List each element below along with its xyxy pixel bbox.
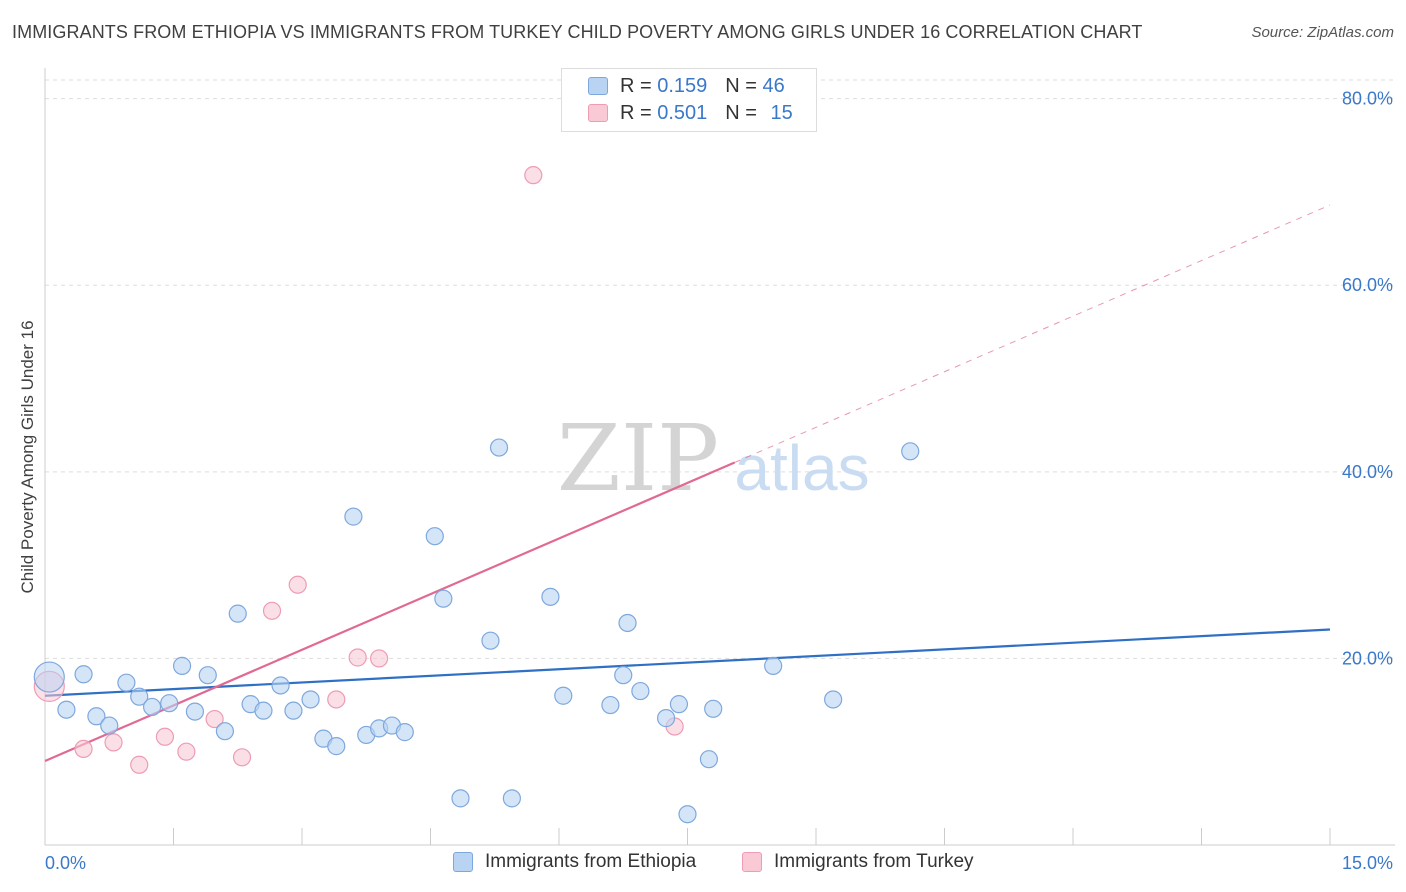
ethiopia-point [284,701,303,720]
data-points [33,166,920,824]
turkey-trend-extension [734,204,1331,463]
ethiopia-point [33,661,65,693]
legend-swatch-ethiopia [588,77,608,95]
turkey-point [262,601,282,620]
legend-n-ethiopia: 46 [762,74,785,97]
legend-r-ethiopia: 0.159 [657,74,708,97]
bottom-legend-ethiopia: Immigrants from Ethiopia [453,851,696,873]
ethiopia-point [327,737,346,756]
turkey-point [370,649,389,668]
legend-n-turkey: 15 [770,101,793,124]
watermark-atlas: atlas [734,432,869,504]
ethiopia-point [699,750,719,769]
legend-r-label: R = [620,74,652,97]
ethiopia-point [901,442,920,461]
watermark-zip: ZIP [557,405,719,512]
ethiopia-point [669,695,689,714]
turkey-point [327,690,346,709]
turkey-point [177,742,196,761]
ethiopia-point [678,805,697,824]
ethiopia-point [489,438,509,457]
stats-legend: R = 0.159 N = 46 R = 0.501 N = 15 [561,68,817,132]
bottom-legend-swatch-turkey [742,852,762,872]
y-tick-label: 40.0% [1342,462,1393,482]
axes [44,68,1395,846]
turkey-point [104,733,123,752]
trend-lines [44,204,1331,763]
turkey-point [155,727,175,746]
ethiopia-point [601,695,620,715]
legend-row-ethiopia: R = 0.159 N = 46 [588,73,785,99]
ethiopia-point [301,690,320,709]
ethiopia-point [57,700,76,719]
turkey-point [524,166,543,185]
ethiopia-point [117,673,136,692]
ethiopia-trend-line [44,628,1331,697]
ethiopia-point [554,686,573,705]
ethiopia-point [228,604,247,623]
ethiopia-point [618,613,637,633]
x-tick-label-min: 0.0% [45,853,86,873]
y-tick-label: 80.0% [1342,89,1393,109]
ethiopia-point [451,789,470,808]
ethiopia-point [425,527,444,546]
ethiopia-point [481,631,500,650]
legend-row-turkey: R = 0.501 N = 15 [588,100,793,126]
ethiopia-point [142,697,162,717]
tick-labels: 20.0% 40.0% 60.0% 80.0% 0.0% 15.0% [45,89,1393,873]
legend-swatch-turkey [588,104,608,122]
ethiopia-point [100,716,119,735]
y-tick-label: 20.0% [1342,648,1393,668]
turkey-point [74,739,93,759]
ethiopia-point [656,709,676,728]
turkey-point [205,709,224,729]
ethiopia-point [185,702,205,721]
ethiopia-point [130,687,149,706]
legend-r-turkey: 0.501 [657,101,708,124]
source-label: Source: ZipAtlas.com [1251,24,1394,41]
turkey-point [232,748,252,767]
turkey-point [288,575,307,594]
ethiopia-point [74,665,93,684]
ethiopia-point [395,723,414,742]
bottom-legend-turkey: Immigrants from Turkey [742,851,974,873]
ethiopia-point [344,507,363,526]
x-tick-label-max: 15.0% [1342,853,1393,873]
ethiopia-point [198,666,217,685]
ethiopia-point [541,587,560,606]
turkey-trend-line [44,461,736,763]
legend-r-label: R = [620,101,652,124]
ethiopia-point [824,690,843,709]
turkey-point [130,755,149,774]
bottom-legend-label-turkey: Immigrants from Turkey [774,851,974,872]
ethiopia-point [502,789,521,808]
ethiopia-point [172,656,192,675]
ethiopia-point [434,589,453,608]
chart-title: IMMIGRANTS FROM ETHIOPIA VS IMMIGRANTS F… [12,22,1143,42]
bottom-legend-label-ethiopia: Immigrants from Ethiopia [485,851,697,872]
turkey-point [348,648,367,667]
legend-n-label: N = [725,74,757,97]
ethiopia-point [271,676,290,695]
bottom-legend-swatch-ethiopia [453,852,473,872]
ethiopia-point [614,666,633,685]
ethiopia-point [160,694,179,713]
legend-n-label: N = [725,101,757,124]
ethiopia-point [704,699,723,718]
y-tick-label: 60.0% [1342,275,1393,295]
ethiopia-point [87,707,106,726]
ethiopia-point [764,656,783,675]
ethiopia-point [215,722,234,741]
ethiopia-point [254,701,273,720]
ethiopia-point [631,681,650,701]
gridlines [45,79,1395,659]
